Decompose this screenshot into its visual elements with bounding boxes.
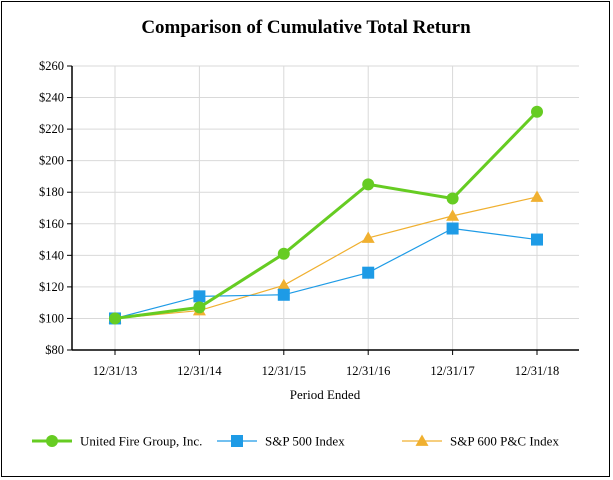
legend-marker <box>415 434 429 446</box>
y-tick-label: $200 <box>39 154 64 168</box>
data-point <box>361 231 375 243</box>
y-tick-label: $100 <box>39 311 64 325</box>
y-tick-labels: $80 $100 $120 $140 $160 $180 $200 $220 $240 $260 <box>39 59 64 357</box>
data-point <box>277 288 290 301</box>
y-tick-label: $80 <box>45 343 64 357</box>
x-tick-label: 12/31/13 <box>93 364 137 378</box>
data-point <box>277 247 290 260</box>
x-tick-label: 12/31/17 <box>430 364 474 378</box>
legend-label: S&P 500 Index <box>265 434 345 449</box>
data-point <box>277 278 291 291</box>
legend-item-s-p-500-index: S&P 500 Index <box>217 434 345 449</box>
data-point <box>109 312 121 325</box>
x-axis-label: Period Ended <box>290 387 361 402</box>
data-point <box>362 178 375 191</box>
y-tick-label: $260 <box>39 59 64 73</box>
data-point <box>446 192 459 205</box>
legend: United Fire Group, Inc. S&P 500 Index S&P … <box>32 434 559 449</box>
series-group <box>108 105 544 325</box>
y-tick-label: $160 <box>39 217 64 231</box>
legend-label: United Fire Group, Inc. <box>80 434 202 449</box>
x-tick-label: 12/31/15 <box>262 364 306 378</box>
x-tick-labels: 12/31/13 12/31/14 12/31/15 12/31/16 12/31/17… <box>93 364 559 378</box>
y-tick-label: $140 <box>39 248 64 262</box>
legend-marker <box>231 435 243 447</box>
y-tick-label: $180 <box>39 185 64 199</box>
series-line <box>114 227 538 320</box>
data-point <box>531 105 543 118</box>
series-s-p-500-index <box>109 222 543 325</box>
series-line <box>114 110 539 320</box>
legend-item-s-p-600-p-c-index: S&P 600 P&C Index <box>402 434 559 449</box>
data-point <box>446 209 460 221</box>
data-point <box>446 222 459 235</box>
x-tick-label: 12/31/16 <box>346 364 390 378</box>
y-tick-label: $220 <box>39 122 64 136</box>
data-point <box>193 290 206 303</box>
series-line <box>114 196 538 320</box>
legend-label: S&P 600 P&C Index <box>450 434 559 449</box>
x-tick-label: 12/31/18 <box>515 364 559 378</box>
legend-marker <box>46 435 58 447</box>
data-point <box>531 233 543 246</box>
axes <box>67 65 579 355</box>
grid-lines <box>72 65 579 350</box>
series-united-fire-group-inc <box>109 105 543 325</box>
y-tick-label: $120 <box>39 280 64 294</box>
data-point <box>193 301 206 314</box>
data-point <box>362 266 375 279</box>
legend-item-united-fire-group-inc: United Fire Group, Inc. <box>32 434 202 449</box>
y-tick-label: $240 <box>39 91 64 105</box>
x-tick-label: 12/31/14 <box>177 364 222 378</box>
data-point <box>530 190 544 202</box>
chart-title: Comparison of Cumulative Total Return <box>141 17 471 38</box>
